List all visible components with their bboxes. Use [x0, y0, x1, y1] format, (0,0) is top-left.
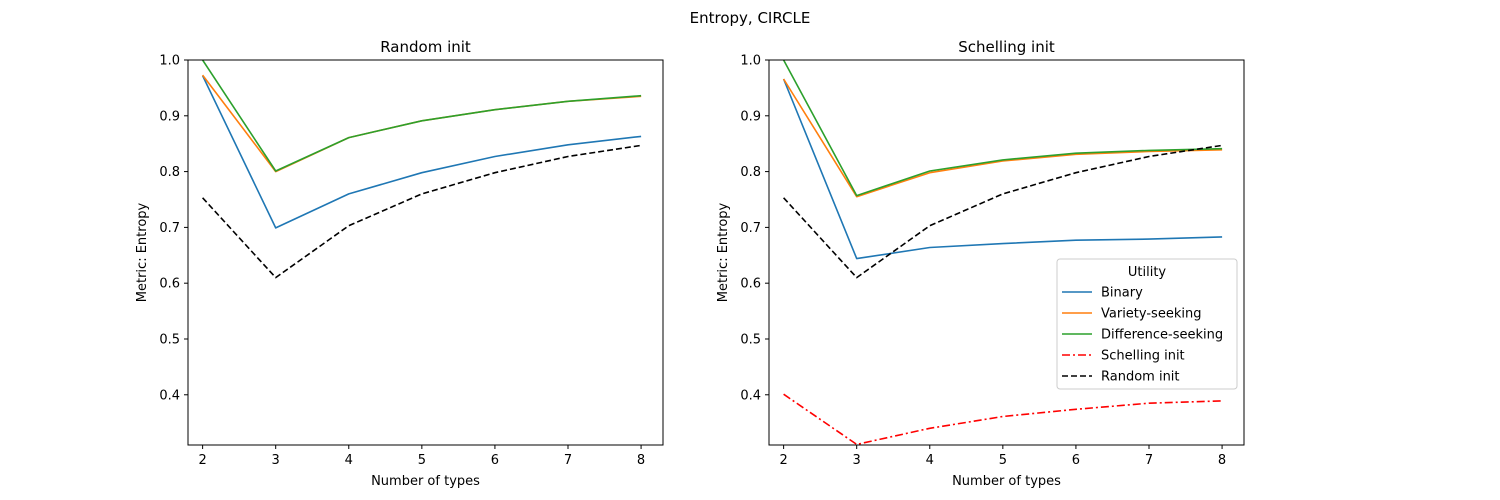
- y-tick-label: 0.4: [159, 388, 180, 403]
- legend-title: Utility: [1128, 265, 1167, 280]
- axes-frame: [187, 59, 664, 446]
- x-tick-label: 6: [491, 453, 499, 468]
- x-tick-label: 3: [853, 453, 861, 468]
- series-line-random-init: [202, 144, 642, 279]
- y-tick-label: 0.7: [740, 221, 761, 236]
- legend-frame: [1056, 258, 1238, 390]
- y-tick-label: 0.7: [159, 221, 180, 236]
- y-axis-label: Metric: Entropy: [716, 202, 731, 302]
- x-tick-label: 2: [779, 453, 787, 468]
- legend-label: Difference-seeking: [1101, 328, 1223, 343]
- y-tick-label: 0.9: [159, 109, 180, 124]
- x-axis-label: Number of types: [952, 474, 1061, 489]
- x-tick-label: 5: [418, 453, 426, 468]
- chart-title: Schelling init: [958, 38, 1055, 56]
- x-tick-label: 7: [1145, 453, 1153, 468]
- series-group: [782, 60, 1223, 445]
- y-tick-label: 0.5: [740, 332, 761, 347]
- series-line-binary: [782, 78, 1223, 260]
- x-tick-label: 4: [345, 453, 353, 468]
- x-tick-label: 2: [198, 453, 206, 468]
- legend-label: Variety-seeking: [1101, 307, 1201, 322]
- x-tick-label: 5: [999, 453, 1007, 468]
- y-tick-label: 1.0: [159, 54, 180, 69]
- y-tick-label: 1.0: [740, 54, 761, 69]
- chart-random-init: Random init 2 3 4 5 6 7 8 0.4 0.5 0.6 0.7 0.8 0.9 1.0 N…: [135, 38, 664, 489]
- y-tick-label: 0.4: [740, 388, 761, 403]
- y-tick-label: 0.9: [740, 109, 761, 124]
- y-tick-label: 0.8: [159, 165, 180, 180]
- x-tick-label: 7: [564, 453, 572, 468]
- figure-suptitle: Entropy, CIRCLE: [690, 9, 811, 27]
- series-line-random-init: [783, 144, 1223, 279]
- x-tick-label: 6: [1072, 453, 1080, 468]
- legend-label: Schelling init: [1101, 349, 1185, 364]
- y-tick-label: 0.8: [740, 165, 761, 180]
- y-axis-label: Metric: Entropy: [135, 202, 150, 302]
- series-group: [201, 60, 642, 279]
- series-line-schelling-init: [783, 393, 1223, 445]
- x-tick-label: 4: [926, 453, 934, 468]
- chart-title: Random init: [380, 38, 471, 56]
- series-line-binary: [201, 75, 642, 229]
- legend-label: Binary: [1101, 286, 1143, 301]
- series-line-difference-seeking: [201, 60, 642, 172]
- series-line-variety-seeking: [782, 78, 1223, 198]
- y-tick-label: 0.6: [740, 277, 761, 292]
- x-axis-label: Number of types: [371, 474, 480, 489]
- x-tick-label: 8: [1218, 453, 1226, 468]
- chart-schelling-init: Schelling init 2 3 4 5 6 7 8 0.4 0.5 0.6 0.7 0.8 0.9 1…: [716, 38, 1245, 489]
- legend: Utility Binary Variety-seeking Difference-…: [1056, 258, 1238, 390]
- x-tick-label: 8: [637, 453, 645, 468]
- series-line-difference-seeking: [782, 60, 1223, 197]
- axes-frame: [768, 59, 1245, 446]
- y-tick-label: 0.6: [159, 277, 180, 292]
- legend-label: Random init: [1101, 370, 1180, 385]
- y-tick-label: 0.5: [159, 332, 180, 347]
- x-tick-label: 3: [272, 453, 280, 468]
